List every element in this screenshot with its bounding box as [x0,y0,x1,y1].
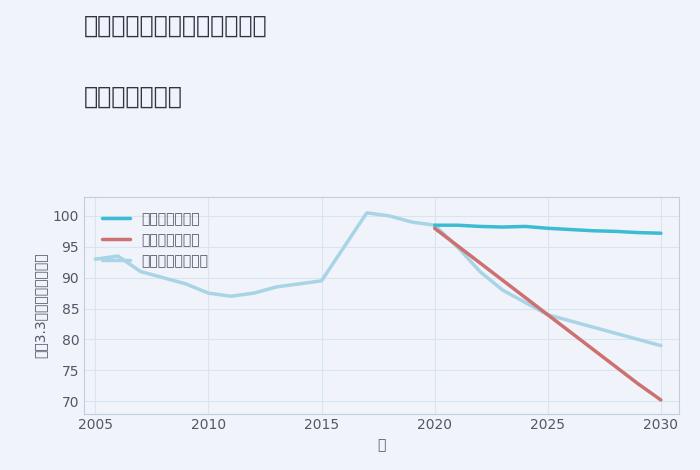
ノーマルシナリオ [363,210,371,216]
グッドシナリオ [476,224,484,229]
ノーマルシナリオ [430,222,439,228]
ノーマルシナリオ [634,337,643,342]
ノーマルシナリオ [566,318,575,324]
ノーマルシナリオ [408,219,416,225]
グッドシナリオ [498,224,507,230]
ノーマルシナリオ [476,269,484,274]
ノーマルシナリオ [453,244,461,250]
バッドシナリオ [566,329,575,335]
グッドシナリオ [612,228,620,234]
Legend: グッドシナリオ, バッドシナリオ, ノーマルシナリオ: グッドシナリオ, バッドシナリオ, ノーマルシナリオ [97,206,214,274]
グッドシナリオ [430,222,439,228]
ノーマルシナリオ [317,278,326,283]
Line: グッドシナリオ: グッドシナリオ [435,225,661,233]
バッドシナリオ [544,312,552,318]
Text: 土地の価格推移: 土地の価格推移 [84,85,183,109]
ノーマルシナリオ [249,290,258,296]
グッドシナリオ [453,222,461,228]
グッドシナリオ [566,227,575,232]
バッドシナリオ [430,226,439,231]
ノーマルシナリオ [227,293,235,299]
ノーマルシナリオ [498,287,507,293]
ノーマルシナリオ [181,281,190,287]
グッドシナリオ [634,230,643,235]
ノーマルシナリオ [272,284,281,290]
グッドシナリオ [521,224,529,229]
グッドシナリオ [657,230,665,236]
ノーマルシナリオ [657,343,665,348]
バッドシナリオ [498,277,507,283]
ノーマルシナリオ [385,213,393,219]
バッドシナリオ [657,397,665,403]
X-axis label: 年: 年 [377,438,386,452]
ノーマルシナリオ [204,290,213,296]
Line: ノーマルシナリオ: ノーマルシナリオ [95,213,661,345]
ノーマルシナリオ [589,324,597,330]
バッドシナリオ [521,295,529,300]
ノーマルシナリオ [91,256,99,262]
Line: バッドシナリオ: バッドシナリオ [435,228,661,400]
ノーマルシナリオ [113,253,122,259]
ノーマルシナリオ [159,275,167,281]
Y-axis label: 坪（3.3㎡）単価（万円）: 坪（3.3㎡）単価（万円） [33,253,47,358]
ノーマルシナリオ [544,312,552,318]
グッドシナリオ [544,226,552,231]
ノーマルシナリオ [136,269,145,274]
バッドシナリオ [453,243,461,249]
グッドシナリオ [589,228,597,234]
バッドシナリオ [634,381,643,387]
ノーマルシナリオ [612,330,620,336]
Text: 兵庫県西宮市今津久寿川町の: 兵庫県西宮市今津久寿川町の [84,14,267,38]
ノーマルシナリオ [295,281,303,287]
バッドシナリオ [476,260,484,266]
バッドシナリオ [612,364,620,369]
ノーマルシナリオ [521,299,529,305]
ノーマルシナリオ [340,244,349,250]
バッドシナリオ [589,346,597,352]
